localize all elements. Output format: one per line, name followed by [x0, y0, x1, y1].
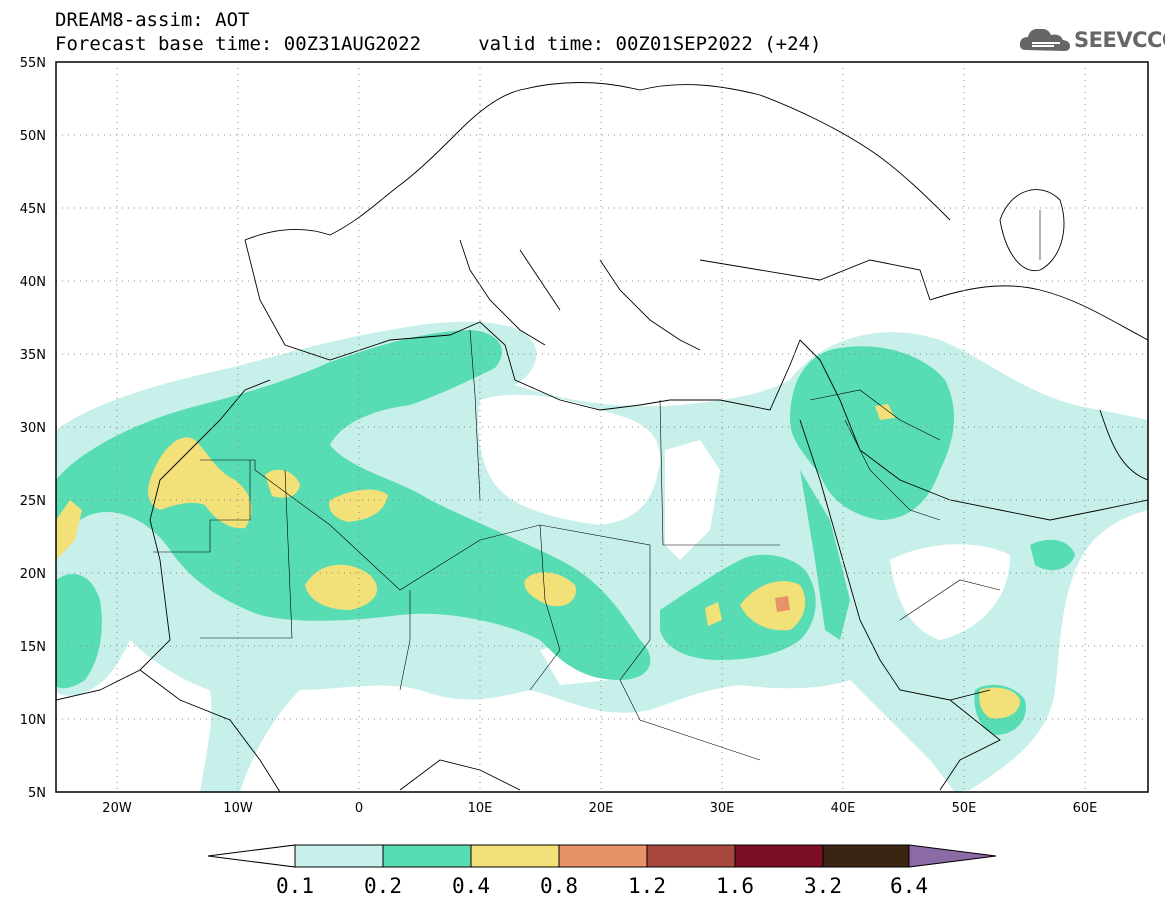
colorbar-label: 3.2	[804, 874, 842, 898]
aot-level-0.8	[775, 596, 790, 612]
aot-field	[56, 200, 1148, 792]
lat-label: 25N	[20, 494, 46, 509]
lat-label: 15N	[20, 640, 46, 655]
colorbar-label: 0.8	[540, 874, 578, 898]
colorbar-label: 1.6	[716, 874, 754, 898]
lat-label: 30N	[20, 421, 46, 436]
lat-label: 20N	[20, 567, 46, 582]
lat-label: 50N	[20, 129, 46, 144]
latitude-labels: 55N 50N 45N 40N 35N 30N 25N 20N 15N 10N …	[20, 56, 46, 801]
lat-label: 45N	[20, 202, 46, 217]
seevccc-logo: SEEVCCC	[1018, 24, 1165, 56]
lat-label: 55N	[20, 56, 46, 71]
colorbar-upper-triangle	[908, 844, 997, 868]
colorbar-label: 0.1	[276, 874, 314, 898]
colorbar-label: 1.2	[628, 874, 666, 898]
lon-label: 60E	[1073, 801, 1098, 816]
colorbar-segment	[382, 844, 472, 868]
colorbar-segment	[470, 844, 560, 868]
colorbar-segment	[558, 844, 648, 868]
lon-label: 40E	[831, 801, 856, 816]
coastlines	[56, 82, 1148, 792]
colorbar-label: 0.4	[452, 874, 490, 898]
lat-label: 35N	[20, 348, 46, 363]
lon-label: 0	[355, 801, 363, 816]
lat-label: 40N	[20, 275, 46, 290]
lon-label: 10W	[223, 801, 253, 816]
colorbar-segment	[646, 844, 736, 868]
longitude-labels: 20W 10W 0 10E 20E 30E 40E 50E 60E	[102, 801, 1097, 816]
lon-label: 30E	[710, 801, 735, 816]
country-borders	[153, 210, 1041, 761]
colorbar-segment	[294, 844, 384, 868]
lon-label: 50E	[952, 801, 977, 816]
lat-label: 5N	[28, 786, 46, 801]
lat-label: 10N	[20, 713, 46, 728]
aot-level-0.4	[56, 404, 1020, 719]
logo-text: SEEVCCC	[1074, 28, 1165, 52]
forecast-time-line: Forecast base time: 00Z31AUG2022 valid t…	[55, 33, 822, 55]
lon-label: 20W	[102, 801, 132, 816]
colorbar-segment	[734, 844, 824, 868]
lon-label: 20E	[589, 801, 614, 816]
map-title: DREAM8-assim: AOT	[55, 9, 250, 31]
map-frame	[55, 61, 1149, 793]
lon-label: 10E	[468, 801, 493, 816]
colorbar-segment	[822, 844, 910, 868]
colorbar-label: 0.2	[364, 874, 402, 898]
cloud-icon	[1019, 28, 1070, 51]
colorbar-labels: 0.1 0.2 0.4 0.8 1.2 1.6 3.2 6.4	[276, 874, 928, 898]
colorbar-label: 6.4	[890, 874, 928, 898]
colorbar-lower-triangle	[207, 844, 296, 868]
grid	[56, 62, 1148, 792]
colorbar	[207, 844, 997, 868]
